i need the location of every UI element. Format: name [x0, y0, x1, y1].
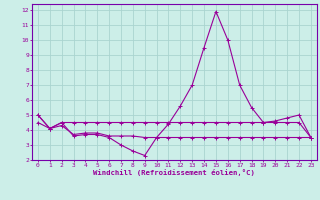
X-axis label: Windchill (Refroidissement éolien,°C): Windchill (Refroidissement éolien,°C) [93, 169, 255, 176]
